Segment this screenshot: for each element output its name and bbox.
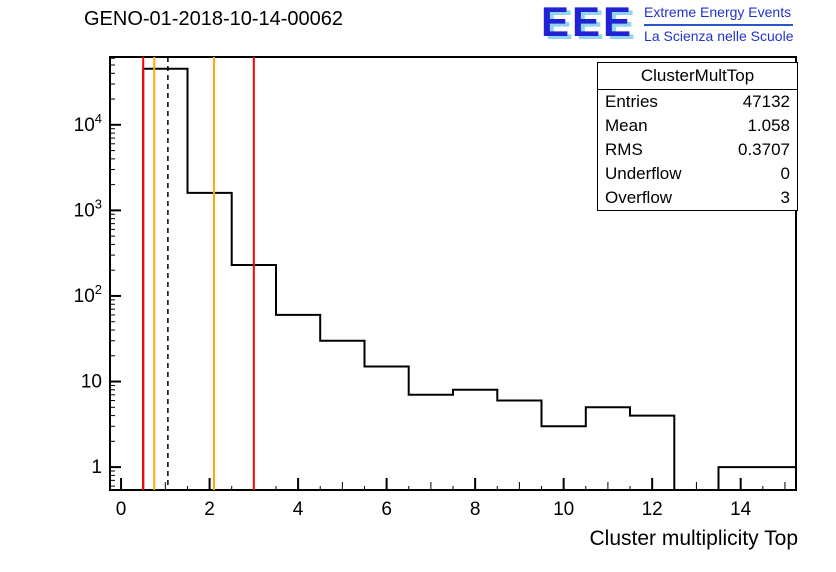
x-tick-label: 10	[553, 499, 574, 520]
page-title: GENO-01-2018-10-14-00062	[84, 8, 344, 30]
stats-value: 47132	[742, 92, 790, 111]
y-tick-label: 10	[81, 372, 102, 393]
stats-row-rms: RMS 0.3707	[598, 138, 797, 162]
stats-row-overflow: Overflow 3	[598, 186, 797, 210]
stats-box-title: ClusterMultTop	[598, 63, 797, 90]
eee-logo: EEE Extreme Energy Events La Scienza nel…	[541, 0, 794, 45]
stats-value: 0.3707	[738, 140, 790, 159]
x-axis-title: Cluster multiplicity Top	[589, 527, 798, 550]
x-tick-label: 8	[470, 499, 481, 520]
x-tick-label: 12	[642, 499, 663, 520]
stats-value: 1.058	[747, 116, 790, 135]
stats-row-entries: Entries 47132	[598, 90, 797, 114]
logo-subtitle-2: La Scienza nelle Scuole	[644, 27, 794, 44]
x-tick-label: 6	[381, 499, 392, 520]
y-tick-label: 103	[74, 196, 102, 221]
stats-value: 3	[780, 188, 790, 207]
x-tick-label: 14	[730, 499, 752, 520]
stats-value: 0	[780, 164, 790, 183]
x-tick-label: 0	[116, 499, 127, 520]
y-tick-label: 104	[74, 111, 102, 136]
y-tick-label: 102	[74, 282, 102, 307]
stats-label: Entries	[605, 92, 658, 111]
histogram-line	[110, 67, 796, 491]
stats-label: Overflow	[605, 188, 673, 207]
eee-logo-subtitles: Extreme Energy Events La Scienza nelle S…	[644, 2, 794, 45]
eee-logo-text: EEE	[541, 0, 635, 45]
stats-label: RMS	[605, 140, 643, 159]
logo-divider	[644, 23, 794, 26]
logo-subtitle-1: Extreme Energy Events	[644, 4, 792, 20]
stats-box: ClusterMultTop Entries 47132 Mean 1.058 …	[597, 62, 798, 211]
stats-label: Underflow	[605, 164, 682, 183]
stats-label: Mean	[605, 116, 648, 135]
x-tick-label: 4	[293, 499, 304, 520]
stats-row-underflow: Underflow 0	[598, 162, 797, 186]
y-tick-label: 1	[91, 457, 102, 478]
stats-row-mean: Mean 1.058	[598, 114, 797, 138]
x-tick-label: 2	[204, 499, 215, 520]
